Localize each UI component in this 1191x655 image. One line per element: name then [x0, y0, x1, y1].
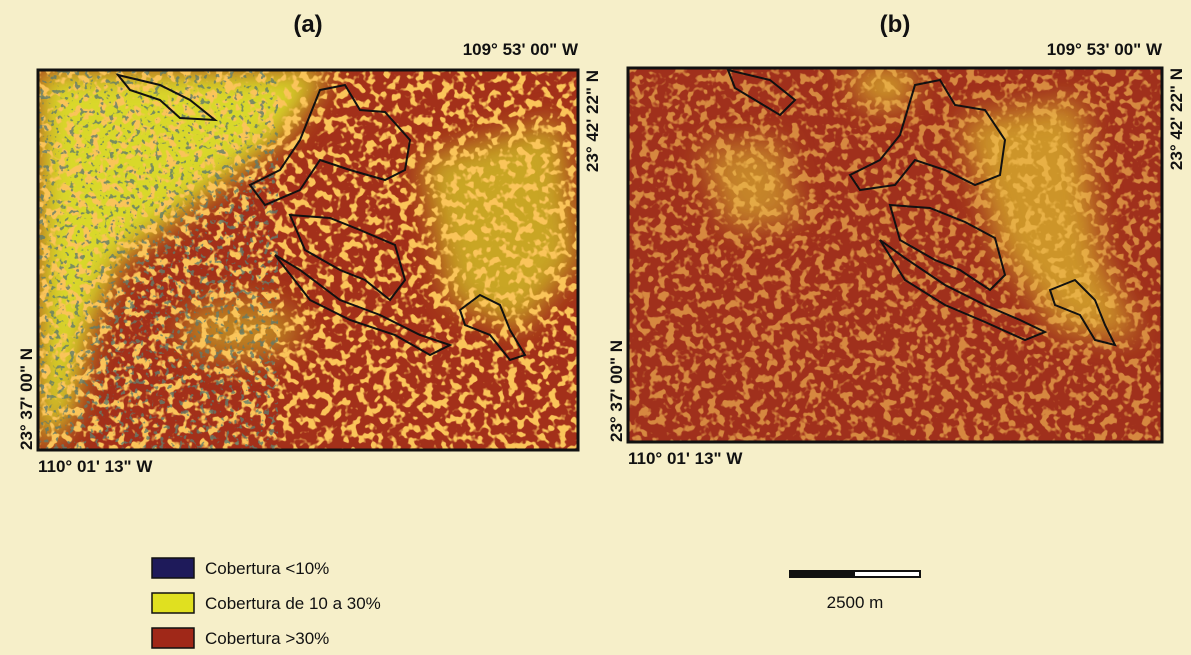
figure: (a) 109° 53' 00" W 110° 01' 13" W 23° 42' 2…	[0, 0, 1191, 655]
legend-swatch	[152, 593, 194, 613]
legend-label: Cobertura <10%	[205, 559, 329, 578]
legend-swatch	[152, 628, 194, 648]
map-b	[628, 68, 1162, 442]
lon-bottom-left: 110° 01' 13" W	[38, 457, 153, 476]
lat-right: 23° 42' 22" N	[583, 70, 602, 172]
lat-left: 23° 37' 00" N	[17, 348, 36, 450]
panel-label: (b)	[880, 11, 911, 38]
lat-right: 23° 42' 22" N	[1167, 68, 1186, 170]
legend-label: Cobertura >30%	[205, 629, 329, 648]
lat-left: 23° 37' 00" N	[607, 340, 626, 442]
legend-swatch	[152, 558, 194, 578]
lon-top-right: 109° 53' 00" W	[1047, 40, 1163, 59]
scale-label: 2500 m	[827, 593, 884, 612]
lon-bottom-left: 110° 01' 13" W	[628, 449, 743, 468]
scale-bar: 2500 m	[790, 571, 920, 612]
lon-top-right: 109° 53' 00" W	[463, 40, 579, 59]
panel-label: (a)	[293, 11, 322, 38]
legend-label: Cobertura de 10 a 30%	[205, 594, 381, 613]
map-a	[38, 70, 578, 450]
